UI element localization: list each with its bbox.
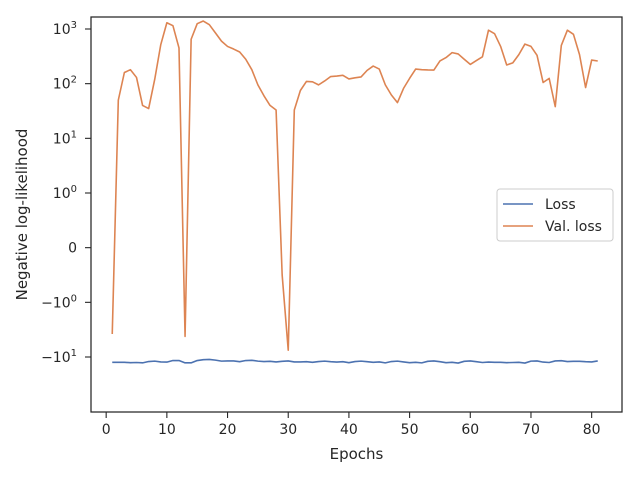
y-tick-label: 100 — [53, 184, 77, 202]
x-tick-label: 10 — [158, 422, 176, 438]
x-tick-label: 80 — [583, 422, 601, 438]
legend: Loss Val. loss — [496, 188, 614, 242]
x-tick-label: 0 — [102, 422, 111, 438]
x-tick-label: 50 — [401, 422, 419, 438]
legend-label: Val. loss — [545, 219, 602, 235]
x-tick-label: 70 — [522, 422, 540, 438]
x-axis: 0 10 20 30 40 50 60 70 80 — [102, 412, 601, 438]
series-layer — [111, 20, 598, 364]
x-tick-label: 60 — [461, 422, 479, 438]
y-tick-label: −100 — [41, 293, 77, 311]
y-tick-label: 103 — [53, 20, 77, 38]
legend-label: Loss — [545, 197, 576, 213]
x-tick-label: 30 — [279, 422, 297, 438]
y-tick-label: 0 — [68, 241, 77, 257]
axes-frame — [90, 16, 623, 413]
y-tick-label: 102 — [53, 75, 77, 93]
y-tick-label: −101 — [41, 348, 77, 366]
legend-box — [496, 188, 614, 242]
y-tick-label: 101 — [53, 129, 77, 147]
series-line-loss — [112, 358, 598, 364]
x-axis-label: Epochs — [330, 445, 384, 463]
x-tick-label: 40 — [340, 422, 358, 438]
y-axis-label: Negative log-likelihood — [13, 129, 31, 301]
series-line-val-loss — [111, 20, 598, 351]
plot-border — [90, 16, 623, 413]
x-tick-label: 20 — [219, 422, 237, 438]
y-axis: 103 102 101 100 0 −100 −101 — [41, 20, 91, 366]
